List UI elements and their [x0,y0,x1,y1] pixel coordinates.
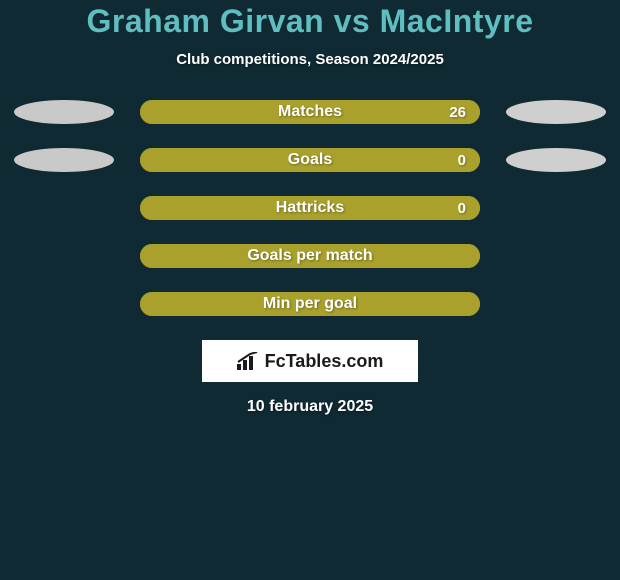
stat-bar: Min per goal [140,292,480,316]
player-left-ellipse [14,148,114,172]
stat-bar: Goals per match [140,244,480,268]
content: Graham Girvan vs MacIntyre Club competit… [0,0,620,416]
page-title: Graham Girvan vs MacIntyre [0,4,620,39]
stat-bar: Matches26 [140,100,480,124]
stat-bar-fill [140,196,480,220]
stat-row: Min per goal [0,292,620,316]
stat-bar-fill [140,244,480,268]
stat-row: Goals per match [0,244,620,268]
logo-box: FcTables.com [202,340,418,382]
stat-bar-fill [140,148,480,172]
stat-value: 0 [458,148,466,172]
stat-row: Matches26 [0,100,620,124]
stat-bar-fill [140,292,480,316]
date-label: 10 february 2025 [0,398,620,416]
subtitle: Club competitions, Season 2024/2025 [0,51,620,68]
stat-bar: Hattricks0 [140,196,480,220]
stat-row: Goals0 [0,148,620,172]
stat-rows: Matches26 Goals0 Hattricks0 Goals per match… [0,100,620,316]
logo-text: FcTables.com [265,351,384,372]
chart-icon [237,352,259,370]
stat-bar: Goals0 [140,148,480,172]
player-right-ellipse [506,148,606,172]
stat-bar-fill [140,100,480,124]
stat-value: 26 [449,100,466,124]
stat-row: Hattricks0 [0,196,620,220]
player-left-ellipse [14,100,114,124]
stat-value: 0 [458,196,466,220]
player-right-ellipse [506,100,606,124]
